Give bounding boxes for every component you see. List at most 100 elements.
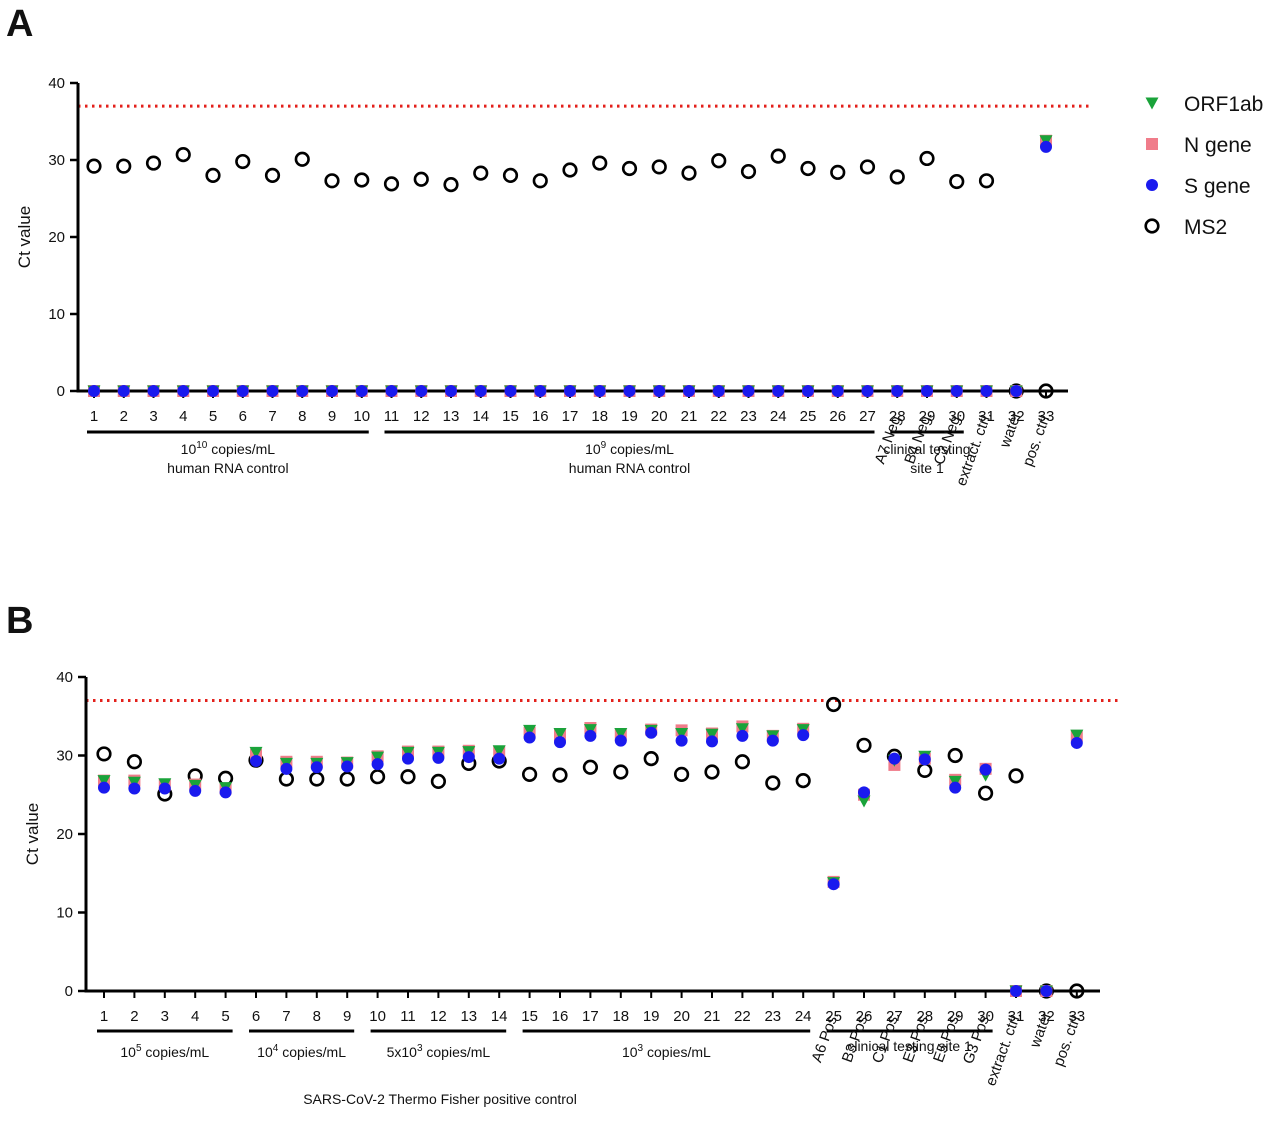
data-point-s-gene: [250, 754, 262, 767]
data-point-ms2: [613, 764, 629, 780]
data-point-ms2: [704, 764, 720, 780]
group-label-exponent: 3: [638, 1043, 644, 1054]
data-point-ms2: [889, 169, 905, 185]
data-point-s-gene: [493, 752, 506, 765]
group-label-unit: copies/mL: [207, 441, 275, 457]
data-point-s-gene: [147, 385, 160, 397]
data-point-ms2: [443, 177, 459, 193]
data-point-ms2: [621, 160, 638, 177]
panel-letter-a: A: [6, 3, 33, 45]
rotated-x-label: pos. ctrl.: [1050, 1010, 1085, 1069]
x-tick-label: 7: [268, 408, 276, 425]
data-point-ms2: [917, 762, 933, 779]
data-point-ms2: [339, 771, 355, 787]
group-label-unit: copies/mL: [606, 441, 674, 457]
y-axis-label: Ct value: [15, 206, 34, 268]
data-point-s-gene: [474, 385, 487, 397]
x-tick-label: 8: [298, 408, 306, 425]
x-tick-label: 32: [1038, 1008, 1055, 1025]
x-tick-label: 8: [313, 1008, 321, 1025]
y-tick-label: 10: [48, 306, 65, 323]
x-tick-label: 25: [800, 408, 817, 425]
legend-marker-s-gene: [1146, 179, 1158, 191]
group-label-line: clinical testing site 1: [847, 1038, 972, 1054]
x-tick-label: 1: [90, 408, 98, 425]
super-group-label: SARS-CoV-2 Thermo Fisher positive contro…: [303, 1091, 577, 1107]
x-tick-label: 29: [947, 1008, 964, 1025]
data-point-ms2: [552, 767, 568, 783]
data-point-orf1ab: [553, 728, 567, 741]
data-point-s-gene: [742, 385, 755, 397]
group-label-exponent: 5: [136, 1043, 142, 1054]
x-tick-label: 9: [328, 408, 336, 425]
y-tick-label: 30: [56, 748, 73, 765]
data-point-s-gene: [177, 385, 190, 397]
data-point-s-gene: [653, 385, 666, 397]
data-point-orf1ab: [371, 751, 385, 764]
x-tick-label: 22: [710, 408, 727, 425]
y-tick-label: 40: [48, 75, 65, 92]
data-point-s-gene: [736, 729, 749, 742]
group-label: 5x103 copies/mL: [387, 1043, 491, 1060]
x-tick-label: 2: [130, 1008, 138, 1025]
legend-marker-orf1ab: [1145, 97, 1159, 110]
x-tick-label: 4: [191, 1008, 199, 1025]
y-tick-label: 20: [48, 229, 65, 246]
data-point-s-gene: [614, 734, 627, 747]
data-point-s-gene: [623, 385, 636, 397]
data-point-ms2: [1069, 983, 1085, 999]
data-point-s-gene: [683, 385, 695, 397]
x-tick-label: 20: [673, 1008, 690, 1025]
data-point-s-gene: [831, 385, 844, 397]
x-tick-label: 30: [948, 408, 965, 425]
data-point-orf1ab: [705, 728, 719, 741]
y-axis-label: Ct value: [23, 803, 42, 865]
data-point-s-gene: [950, 385, 963, 397]
data-point-ms2: [681, 165, 697, 181]
y-tick-label: 30: [48, 152, 65, 169]
group-label-base: 10: [585, 441, 601, 457]
data-point-s-gene: [523, 731, 536, 744]
x-tick-label: 2: [120, 408, 128, 425]
data-point-ms2: [949, 173, 965, 190]
group-label-exponent: 4: [273, 1043, 279, 1054]
data-point-ms2: [294, 151, 310, 167]
x-tick-label: 5: [209, 408, 217, 425]
x-tick-label: 7: [282, 1008, 290, 1025]
x-tick-label: 15: [521, 1008, 538, 1025]
data-point-ms2: [205, 167, 221, 183]
x-tick-label: 11: [384, 408, 400, 425]
data-point-ms2: [264, 167, 281, 183]
x-tick-label: 18: [591, 408, 608, 425]
data-point-s-gene: [675, 734, 688, 747]
data-point-ms2: [919, 150, 935, 167]
group-label-base: 10: [120, 1044, 136, 1060]
data-point-s-gene: [980, 385, 993, 397]
x-tick-label: 4: [179, 408, 187, 425]
data-point-s-gene: [432, 751, 445, 764]
data-point-s-gene: [266, 385, 279, 397]
data-point-s-gene: [861, 385, 874, 397]
group-label: 105 copies/mL: [120, 1043, 209, 1060]
data-point-ms2: [978, 173, 995, 189]
x-tick-label: 28: [916, 1008, 933, 1025]
data-point-ms2: [977, 785, 994, 801]
data-point-ms2: [830, 164, 846, 180]
data-point-ms2: [126, 754, 142, 770]
x-tick-label: 22: [734, 1008, 751, 1025]
x-tick-label: 16: [532, 408, 549, 425]
data-point-ms2: [651, 159, 667, 175]
group-label-unit: copies/mL: [643, 1044, 711, 1060]
data-point-s-gene: [355, 385, 368, 397]
group-label: 109 copies/mL: [585, 440, 674, 457]
x-tick-label: 14: [472, 408, 489, 425]
legend-marker-n-gene: [1146, 138, 1158, 150]
group-label-unit: copies/mL: [142, 1044, 210, 1060]
data-point-ms2: [175, 147, 191, 163]
data-point-s-gene: [888, 752, 901, 765]
x-tick-label: 9: [343, 1008, 351, 1025]
data-point-ms2: [413, 171, 429, 187]
data-point-ms2: [309, 771, 325, 787]
data-point-ms2: [473, 165, 489, 181]
x-tick-label: 32: [1008, 408, 1025, 425]
